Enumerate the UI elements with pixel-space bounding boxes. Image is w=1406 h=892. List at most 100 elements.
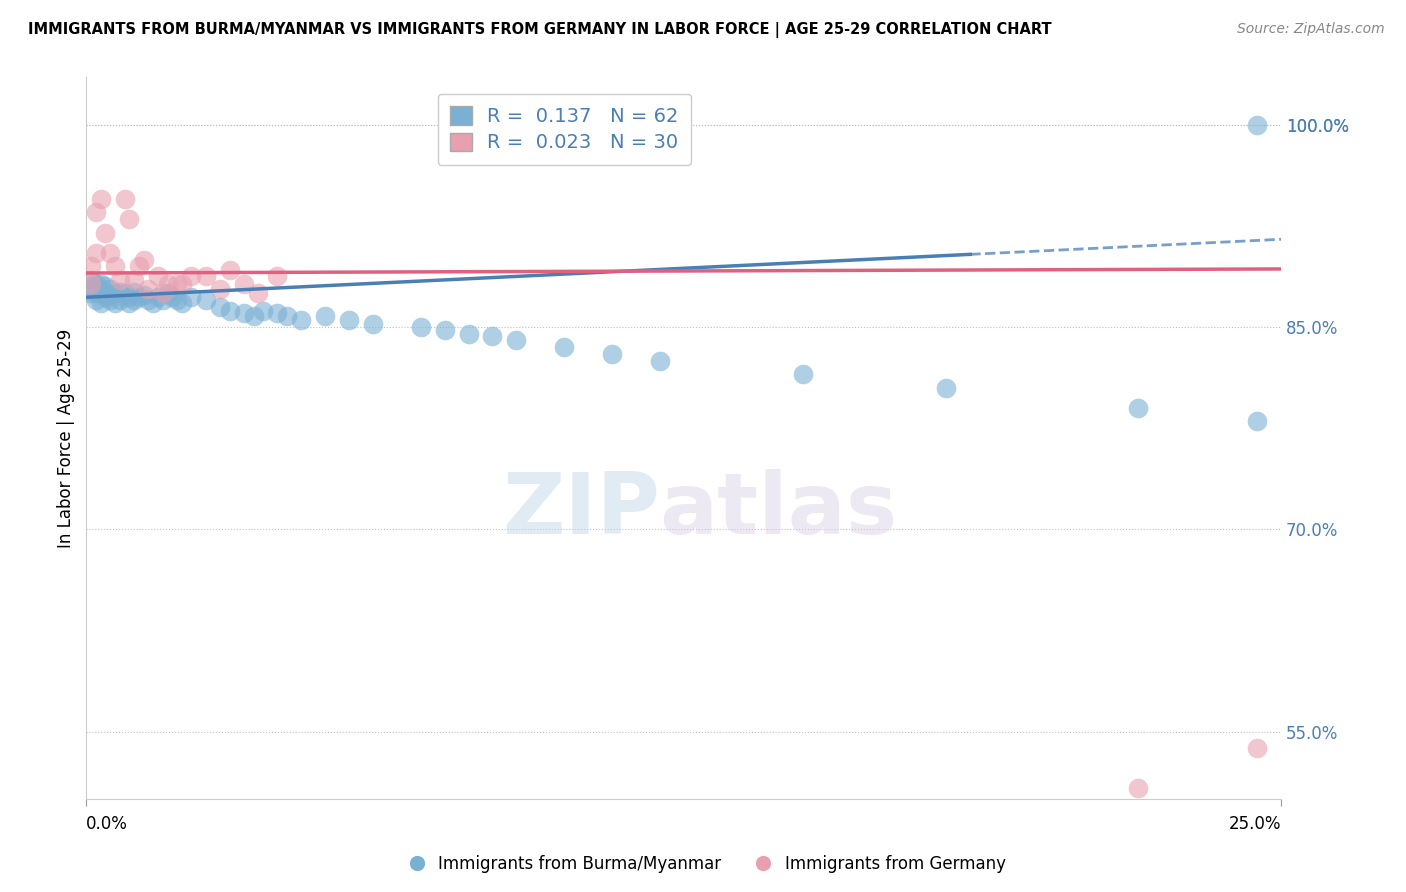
Point [180,268,202,283]
Point [433,323,456,337]
Point [553,340,575,354]
Point [744,808,766,822]
Point [180,290,202,304]
Point [118,212,141,227]
Point [314,309,336,323]
Point [132,287,155,301]
Point [118,290,141,304]
Point [84,245,107,260]
Point [108,293,131,307]
Point [118,295,141,310]
Point [218,303,240,318]
Point [104,286,127,301]
Point [84,277,107,291]
Point [337,313,360,327]
Point [361,318,384,332]
Text: 0.0%: 0.0% [86,815,128,833]
Point [505,334,527,348]
Point [1246,740,1268,755]
Point [98,287,121,301]
Point [233,306,256,320]
Point [792,367,814,381]
Point [1246,414,1268,428]
Point [94,226,117,240]
Text: Source: ZipAtlas.com: Source: ZipAtlas.com [1237,22,1385,37]
Point [84,282,107,296]
Point [233,277,256,291]
Point [80,286,103,301]
Point [1126,401,1149,415]
Point [132,252,155,267]
Point [128,290,150,304]
Point [481,329,503,343]
Point [114,286,136,301]
Point [170,277,193,291]
Point [98,245,121,260]
Point [108,273,131,287]
Point [242,309,264,323]
Point [166,293,188,307]
Point [122,273,145,287]
Point [108,285,131,299]
Point [90,282,112,296]
Point [98,282,121,296]
Point [80,273,103,287]
Point [122,285,145,299]
Point [266,306,288,320]
Point [90,277,112,291]
Legend: R =  0.137   N = 62, R =  0.023   N = 30: R = 0.137 N = 62, R = 0.023 N = 30 [437,94,690,165]
Point [170,295,193,310]
Y-axis label: In Labor Force | Age 25-29: In Labor Force | Age 25-29 [58,328,75,548]
Point [84,293,107,307]
Point [90,295,112,310]
Point [1246,118,1268,132]
Point [457,326,479,341]
Point [104,295,127,310]
Point [84,205,107,219]
Point [194,268,217,283]
Point [409,320,432,334]
Point [156,286,179,301]
Point [84,286,107,301]
Text: ZIP: ZIP [502,469,659,552]
Legend: Immigrants from Burma/Myanmar, Immigrants from Germany: Immigrants from Burma/Myanmar, Immigrant… [394,848,1012,880]
Text: atlas: atlas [659,469,898,552]
Point [128,259,150,273]
Point [648,353,671,368]
Point [98,293,121,307]
Point [276,309,298,323]
Point [209,300,232,314]
Point [156,277,179,291]
Point [94,279,117,293]
Point [94,290,117,304]
Point [90,286,112,301]
Point [114,192,136,206]
Point [142,295,165,310]
Point [104,259,127,273]
Point [80,277,103,291]
Point [94,287,117,301]
Point [152,293,174,307]
Text: IMMIGRANTS FROM BURMA/MYANMAR VS IMMIGRANTS FROM GERMANY IN LABOR FORCE | AGE 25: IMMIGRANTS FROM BURMA/MYANMAR VS IMMIGRA… [28,22,1052,38]
Point [146,290,169,304]
Point [162,290,184,304]
Point [194,293,217,307]
Point [600,347,623,361]
Point [138,282,160,296]
Point [1126,781,1149,796]
Point [935,381,957,395]
Point [247,286,270,301]
Text: 25.0%: 25.0% [1229,815,1281,833]
Point [152,286,174,301]
Point [252,303,274,318]
Point [138,293,160,307]
Point [290,313,312,327]
Point [209,282,232,296]
Point [146,268,169,283]
Point [122,293,145,307]
Point [80,259,103,273]
Point [266,268,288,283]
Point [80,279,103,293]
Point [90,192,112,206]
Point [218,263,240,277]
